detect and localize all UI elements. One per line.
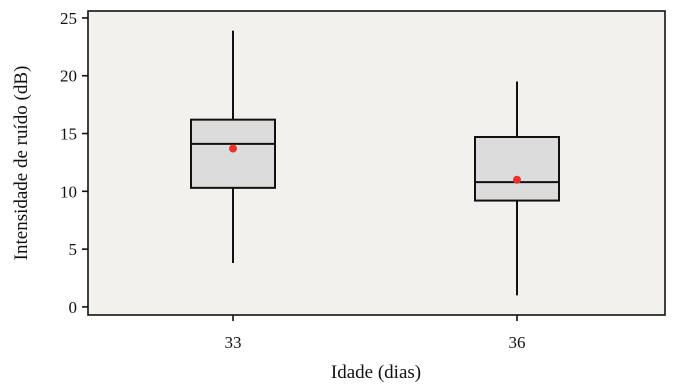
boxes bbox=[190, 30, 560, 296]
y-tick-label-25: 25 bbox=[60, 9, 77, 28]
box-36 bbox=[474, 81, 560, 296]
y-tick-label-20: 20 bbox=[60, 67, 77, 86]
y-tick-label-0: 0 bbox=[69, 298, 78, 317]
y-tick-label-10: 10 bbox=[60, 182, 77, 201]
box-iqr bbox=[190, 118, 276, 189]
box-33 bbox=[190, 30, 276, 263]
plot-area bbox=[87, 10, 666, 316]
box-iqr bbox=[474, 135, 560, 202]
mean-marker bbox=[229, 144, 237, 153]
x-tick-label-33: 33 bbox=[225, 333, 242, 352]
x-axis-label: Idade (dias) bbox=[331, 362, 421, 383]
x-axis: 33 36 bbox=[225, 315, 526, 352]
y-tick-label-5: 5 bbox=[69, 240, 78, 259]
y-axis-label: Intensidade de ruído (dB) bbox=[11, 66, 32, 261]
y-axis: 0 5 10 15 20 25 bbox=[60, 9, 88, 317]
x-tick-label-36: 36 bbox=[509, 333, 526, 352]
y-tick-label-15: 15 bbox=[60, 125, 77, 144]
mean-marker bbox=[513, 175, 521, 184]
